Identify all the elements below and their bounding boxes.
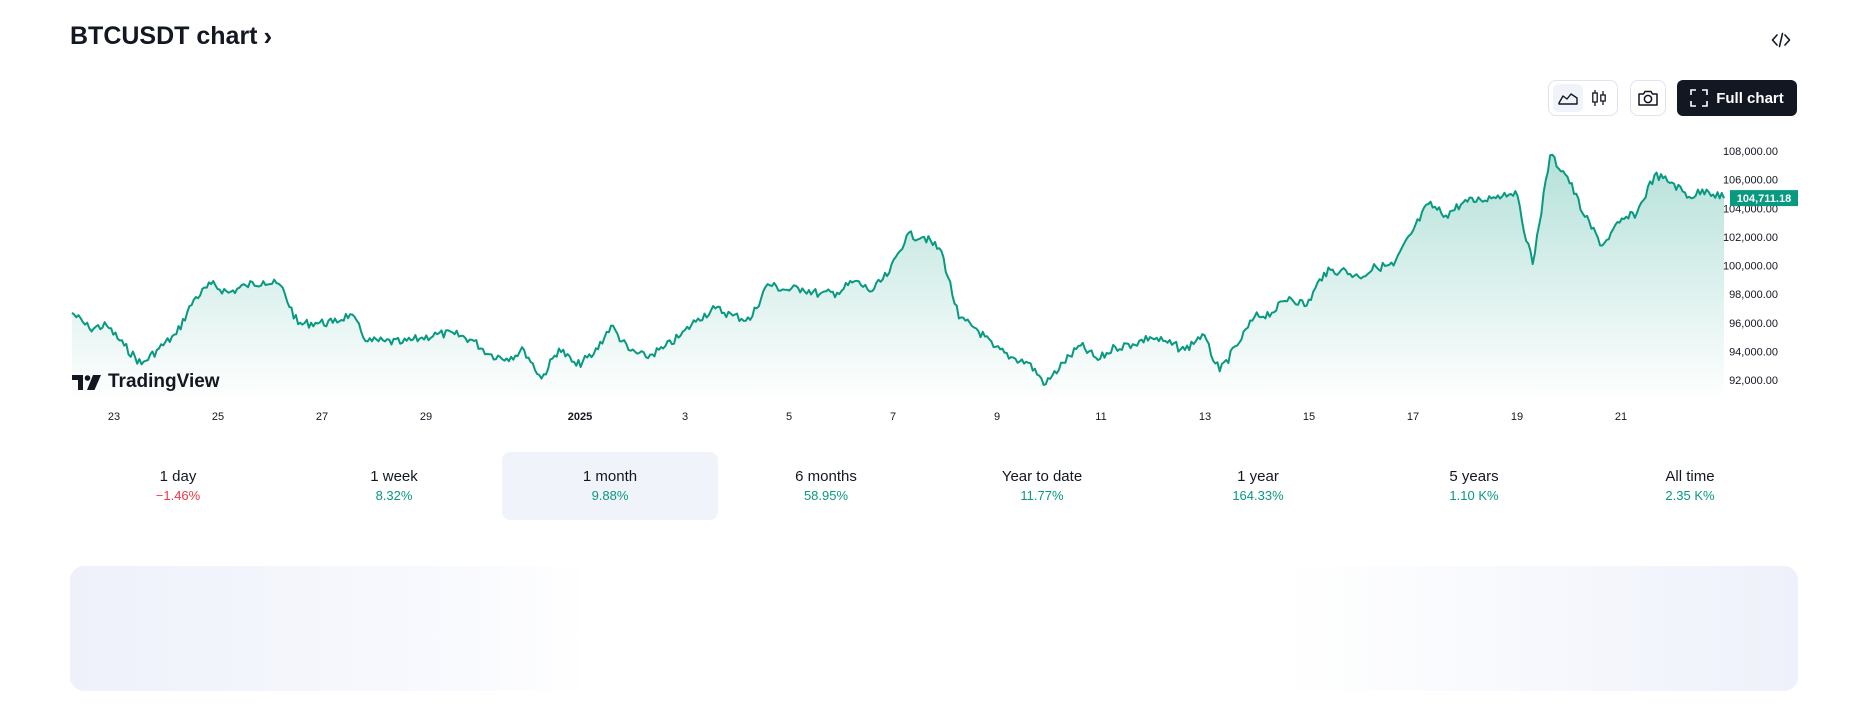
period-tab[interactable]: 5 years 1.10 K%	[1366, 452, 1582, 520]
period-tab-label: Year to date	[1001, 468, 1083, 485]
full-chart-label: Full chart	[1716, 89, 1784, 107]
x-axis-tick-label: 11	[1095, 411, 1106, 423]
chart-type-switcher	[1548, 80, 1618, 116]
period-tab-label: 1 week	[370, 468, 418, 485]
x-axis-tick-label: 2025	[568, 411, 592, 423]
period-performance-tabs: 1 day −1.46% 1 week 8.32% 1 month 9.88% 6 mont…	[70, 452, 1798, 520]
tradingview-logo-text: TradingView	[108, 371, 220, 392]
candles-icon	[1591, 90, 1606, 106]
x-axis-tick-label: 5	[786, 411, 792, 423]
area-chart-button[interactable]	[1552, 84, 1583, 112]
x-axis-tick-label: 29	[420, 411, 432, 423]
period-tab-change: 11.77%	[1020, 488, 1064, 503]
period-tab-label: 5 years	[1449, 468, 1499, 485]
y-axis-tick-label: 96,000.00	[1729, 318, 1778, 330]
period-tab-change: 164.33%	[1232, 488, 1284, 503]
last-price-badge	[1730, 190, 1798, 207]
price-area-fill	[72, 154, 1724, 400]
full-chart-button[interactable]: Full chart	[1677, 80, 1797, 116]
y-axis-tick-label: 108,000.00	[1723, 146, 1778, 158]
x-axis-tick-label: 15	[1303, 411, 1315, 423]
period-tab[interactable]: 1 month 9.88%	[502, 452, 718, 520]
period-tab-change: 1.10 K%	[1449, 488, 1499, 503]
fullscreen-icon	[1690, 89, 1709, 107]
price-chart-svg[interactable]: 108,000.00 106,000.00 104,000.00 102,000.00…	[0, 0, 1854, 430]
x-axis-tick-label: 23	[108, 411, 120, 423]
period-tab[interactable]: All time 2.35 K%	[1582, 452, 1798, 520]
screenshot-button[interactable]	[1630, 80, 1666, 116]
y-axis-tick-label: 94,000.00	[1729, 346, 1778, 358]
loading-placeholder-panel	[70, 566, 1798, 691]
x-axis-tick-label: 27	[316, 411, 328, 423]
candles-chart-button[interactable]	[1584, 84, 1614, 112]
period-tab[interactable]: 1 day −1.46%	[70, 452, 286, 520]
x-axis-tick-label: 25	[212, 411, 224, 423]
chevron-right-icon: ›	[263, 20, 273, 51]
period-tab-change: 58.95%	[803, 488, 849, 503]
camera-icon	[1638, 90, 1658, 106]
y-axis-tick-label: 102,000.00	[1723, 232, 1778, 244]
period-tab-label: 1 day	[159, 468, 197, 485]
period-tab-change: −1.46%	[155, 488, 201, 503]
period-tab-change: 2.35 K%	[1665, 488, 1715, 503]
area-chart-icon	[1557, 93, 1578, 105]
y-axis-tick-label: 104,000.00	[1723, 203, 1778, 215]
chart-title-link[interactable]: BTCUSDT chart ›	[70, 22, 272, 51]
x-axis-tick-label: 17	[1407, 411, 1419, 423]
x-axis-tick-label: 13	[1199, 411, 1211, 423]
x-axis-tick-label: 19	[1511, 411, 1523, 423]
period-tab-label: 1 year	[1237, 468, 1279, 485]
x-axis-tick-label: 9	[994, 411, 1000, 423]
embed-code-button[interactable]	[1768, 28, 1794, 52]
period-tab[interactable]: 6 months 58.95%	[718, 452, 934, 520]
y-axis-tick-label: 98,000.00	[1729, 289, 1778, 301]
x-axis-tick-label: 7	[890, 411, 896, 423]
last-price-label: 104,711.18	[1737, 193, 1791, 205]
tradingview-logo[interactable]: TradingView	[72, 371, 220, 393]
chart-title: BTCUSDT chart	[70, 22, 258, 50]
period-tab[interactable]: 1 year 164.33%	[1150, 452, 1366, 520]
y-axis-tick-label: 100,000.00	[1723, 261, 1778, 273]
period-tab-label: 6 months	[795, 468, 857, 485]
price-chart[interactable]: 108,000.00 106,000.00 104,000.00 102,000.00…	[0, 0, 1854, 430]
period-tab-change: 9.88%	[591, 488, 629, 503]
period-tab[interactable]: Year to date 11.77%	[934, 452, 1150, 520]
y-axis-tick-label: 106,000.00	[1723, 175, 1778, 187]
x-axis-tick-label: 21	[1615, 411, 1627, 423]
x-axis-tick-label: 3	[682, 411, 688, 423]
code-icon	[1771, 32, 1791, 48]
period-tab-label: All time	[1665, 468, 1715, 485]
period-tab-label: 1 month	[582, 468, 638, 485]
period-tab-change: 8.32%	[375, 488, 413, 503]
price-series-line	[71, 153, 1725, 386]
period-tab[interactable]: 1 week 8.32%	[286, 452, 502, 520]
tradingview-logo-icon	[72, 374, 101, 390]
y-axis-tick-label: 92,000.00	[1729, 375, 1778, 387]
